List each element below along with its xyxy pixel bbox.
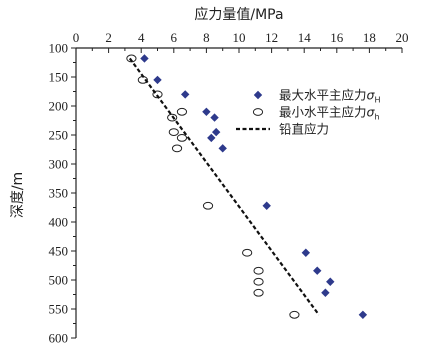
x-tick-label: 0 bbox=[73, 30, 80, 45]
max-stress-point bbox=[358, 310, 368, 319]
max-stress-point bbox=[207, 133, 216, 143]
y-tick-label: 350 bbox=[49, 186, 69, 201]
max-stress-point bbox=[262, 201, 271, 210]
y-tick-label: 450 bbox=[49, 244, 69, 259]
y-tick-label: 250 bbox=[49, 128, 69, 143]
max-stress-point bbox=[218, 144, 227, 153]
x-tick-label: 2 bbox=[105, 30, 112, 45]
max-stress-point bbox=[153, 75, 162, 85]
legend-marker bbox=[253, 90, 263, 100]
max-stress-point bbox=[181, 90, 190, 99]
y-tick-label: 150 bbox=[49, 70, 69, 85]
min-stress-point bbox=[176, 107, 188, 116]
series-1 bbox=[126, 54, 300, 319]
x-tick-label: 4 bbox=[138, 30, 145, 45]
series-0 bbox=[140, 54, 368, 319]
max-stress-point bbox=[301, 248, 311, 257]
min-stress-point bbox=[168, 128, 179, 137]
y-tick-label: 600 bbox=[49, 331, 69, 346]
y-tick-label: 200 bbox=[49, 99, 69, 114]
y-tick-label: 400 bbox=[49, 215, 69, 230]
max-stress-point bbox=[326, 277, 335, 286]
max-stress-point bbox=[313, 266, 322, 275]
max-stress-point bbox=[321, 288, 330, 297]
legend-label: 最小水平主应力σh bbox=[279, 105, 380, 122]
x-tick-label: 20 bbox=[396, 30, 409, 45]
min-stress-point bbox=[242, 248, 253, 257]
min-stress-point bbox=[253, 277, 264, 286]
min-stress-point bbox=[253, 288, 264, 297]
x-tick-label: 10 bbox=[233, 30, 246, 45]
max-stress-point bbox=[211, 127, 221, 137]
x-tick-label: 6 bbox=[171, 30, 178, 45]
min-stress-point bbox=[202, 201, 214, 210]
y-ticks: 100 150 200 250 300 350 400 450 500 550 600 bbox=[49, 41, 76, 346]
y-tick-label: 550 bbox=[49, 302, 69, 317]
x-axis-title: 应力量值/MPa bbox=[194, 6, 283, 23]
max-stress-point bbox=[202, 107, 211, 116]
min-stress-point bbox=[176, 134, 188, 142]
min-stress-point bbox=[253, 266, 264, 275]
legend-marker bbox=[252, 108, 264, 116]
x-tick-label: 16 bbox=[330, 30, 344, 45]
y-axis-title: 深度/m bbox=[10, 172, 26, 218]
series-2 bbox=[128, 57, 320, 316]
min-stress-point bbox=[171, 144, 183, 153]
legend-label: 最大水平主应力σH bbox=[279, 88, 380, 105]
series-layer bbox=[126, 54, 368, 319]
x-tick-label: 8 bbox=[203, 30, 210, 45]
y-axis-title-group: 深度/m bbox=[10, 172, 26, 218]
vertical-stress-line bbox=[128, 57, 320, 316]
x-tick-label: 12 bbox=[265, 30, 278, 45]
x-tick-label: 18 bbox=[363, 30, 376, 45]
x-tick-label: 14 bbox=[298, 30, 312, 45]
x-ticks: 0 2 4 6 8 10 12 14 16 18 20 bbox=[73, 30, 409, 53]
y-tick-label: 300 bbox=[49, 157, 69, 172]
max-stress-point bbox=[210, 113, 219, 122]
min-stress-point bbox=[289, 310, 300, 319]
max-stress-point bbox=[140, 54, 149, 63]
y-tick-label: 500 bbox=[49, 273, 69, 288]
legend-label: 铅直应力 bbox=[279, 122, 329, 137]
y-tick-label: 100 bbox=[49, 41, 69, 56]
